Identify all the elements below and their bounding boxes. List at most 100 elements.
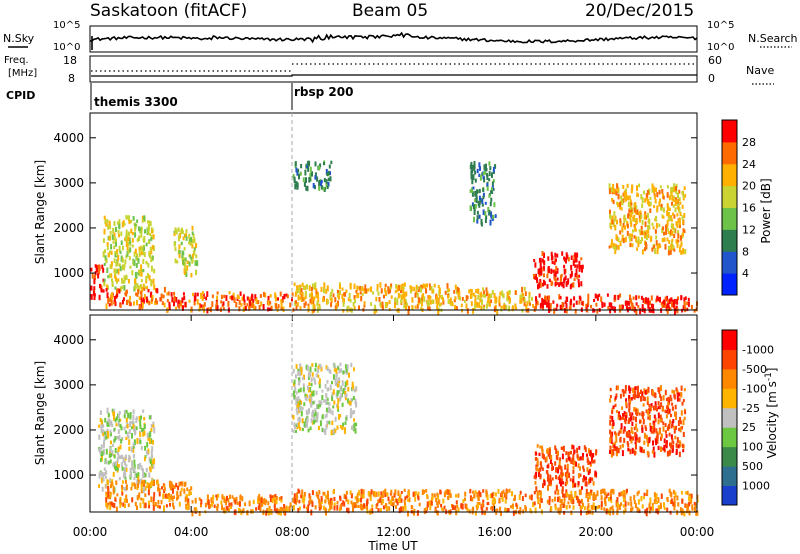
power-cell-3-209 xyxy=(262,291,265,297)
power-cell-1-319 xyxy=(133,260,136,266)
velocity-cell-4-593 xyxy=(318,501,321,508)
velocity-cell-3-359 xyxy=(296,422,299,427)
power-cell-8-171 xyxy=(473,209,476,215)
power-cell-2-88 xyxy=(111,294,114,300)
power-cell-10-62 xyxy=(533,306,536,312)
velocity-cell-6-252 xyxy=(570,510,573,516)
power-cell-11-167 xyxy=(641,197,644,203)
power-cell-9-5 xyxy=(578,274,581,278)
power-cell-0-28 xyxy=(98,265,101,271)
power-cell-5-109 xyxy=(305,177,307,183)
power-cell-11-544 xyxy=(677,233,680,239)
velocity-cell-3-395 xyxy=(303,402,306,406)
power-cell-8-128 xyxy=(478,188,481,194)
velocity-cell-4-577 xyxy=(386,492,389,497)
power-cell-8-83 xyxy=(494,164,497,169)
velocity-cell-3-219 xyxy=(321,389,324,393)
velocity-cell-5-263 xyxy=(568,456,570,461)
velocity-cell-3-384 xyxy=(311,372,314,377)
velocity-cell-4-113 xyxy=(362,494,365,499)
power-cell-6-233 xyxy=(394,303,396,309)
velocity-cell-6-260 xyxy=(609,507,612,511)
time-xtick-label-0: 00:00 xyxy=(73,525,108,539)
velocity-cell-3-277 xyxy=(303,374,305,380)
power-cell-2-11 xyxy=(162,294,165,299)
power-cell-7-132 xyxy=(521,308,524,313)
power-cell-1-26 xyxy=(113,221,116,226)
velocity-cell-2-103 xyxy=(195,507,198,513)
velocity-cell-0-193 xyxy=(133,439,136,446)
velocity-cell-3-409 xyxy=(344,391,347,395)
velocity-cell-7-366 xyxy=(631,431,634,435)
velocity-cell-3-111 xyxy=(346,371,349,375)
power-cell-3-199 xyxy=(173,296,176,302)
power-cell-8-7 xyxy=(488,178,491,182)
velocity-cell-2-135 xyxy=(191,500,194,504)
velocity-cell-4-127 xyxy=(375,504,378,509)
velocity-cell-0-3 xyxy=(132,453,135,459)
power-cell-11-430 xyxy=(649,201,652,207)
velocity-cell-7-258 xyxy=(677,444,680,449)
velocity-cell-0-375 xyxy=(107,418,110,423)
power-cell-11-177 xyxy=(648,224,651,230)
power-cell-11-558 xyxy=(630,188,633,194)
velocity-cell-7-348 xyxy=(615,436,618,443)
power-cell-5-56 xyxy=(292,174,295,178)
power-cell-6-172 xyxy=(429,286,432,291)
power-cell-5-101 xyxy=(320,181,323,187)
velocity-cell-4-559 xyxy=(423,508,426,515)
velocity-cell-6-46 xyxy=(548,496,551,502)
velocity-cell-7-63 xyxy=(612,442,615,448)
power-cell-11-400 xyxy=(672,212,674,216)
velocity-cell-4-340 xyxy=(367,490,370,496)
power-colorbar-segment-7 xyxy=(722,120,737,143)
velocity-cell-6-171 xyxy=(668,488,671,494)
power-frame xyxy=(89,112,698,311)
velocity-cell-2-164 xyxy=(204,502,207,508)
velocity-cell-0-360 xyxy=(114,436,117,441)
power-cell-3-243 xyxy=(267,307,270,312)
power-cell-11-373 xyxy=(670,218,673,222)
velocity-cell-4-264 xyxy=(485,489,488,496)
power-cell-9-185 xyxy=(543,260,546,266)
velocity-cell-1-117 xyxy=(177,494,180,500)
velocity-cell-5-157 xyxy=(584,481,587,487)
power-cell-11-117 xyxy=(672,197,675,202)
velocity-cell-0-403 xyxy=(137,475,140,480)
power-cell-11-160 xyxy=(671,230,674,236)
velocity-cell-5-39 xyxy=(578,446,581,450)
velocity-cell-3-406 xyxy=(352,410,354,415)
velocity-cell-3-418 xyxy=(349,401,352,405)
power-cell-6-84 xyxy=(454,284,457,290)
power-cell-8-159 xyxy=(486,174,489,180)
velocity-cell-7-495 xyxy=(614,431,617,435)
velocity-cell-6-42 xyxy=(585,511,588,516)
power-cell-10-211 xyxy=(542,299,545,303)
velocity-cell-3-391 xyxy=(292,390,295,396)
velocity-colorbar-segment-1 xyxy=(722,466,737,487)
velocity-cell-0-112 xyxy=(109,478,112,483)
velocity-cell-3-319 xyxy=(347,386,350,392)
velocity-cell-0-331 xyxy=(141,427,144,433)
velocity-cell-4-538 xyxy=(385,503,388,508)
velocity-cell-0-415 xyxy=(152,424,155,428)
velocity-cell-4-281 xyxy=(338,507,341,512)
velocity-cell-4-591 xyxy=(465,504,468,510)
power-colorbar-segment-6 xyxy=(722,141,737,165)
velocity-cell-2-65 xyxy=(228,502,231,508)
power-cell-2-96 xyxy=(161,301,164,306)
power-cell-6-71 xyxy=(331,288,334,293)
velocity-cell-2-117 xyxy=(273,505,276,512)
velocity-cell-6-302 xyxy=(659,502,662,507)
velocity-cell-5-167 xyxy=(572,465,575,470)
power-cell-9-41 xyxy=(546,284,549,289)
velocity-cell-2-100 xyxy=(223,497,226,503)
velocity-cell-3-382 xyxy=(319,420,322,427)
velocity-cell-2-170 xyxy=(265,510,268,516)
power-cell-0-11 xyxy=(101,264,104,269)
velocity-cell-7-328 xyxy=(627,443,630,447)
velocity-cell-0-225 xyxy=(109,429,112,434)
power-cell-8-71 xyxy=(474,199,477,203)
velocity-cell-0-392 xyxy=(149,458,152,465)
